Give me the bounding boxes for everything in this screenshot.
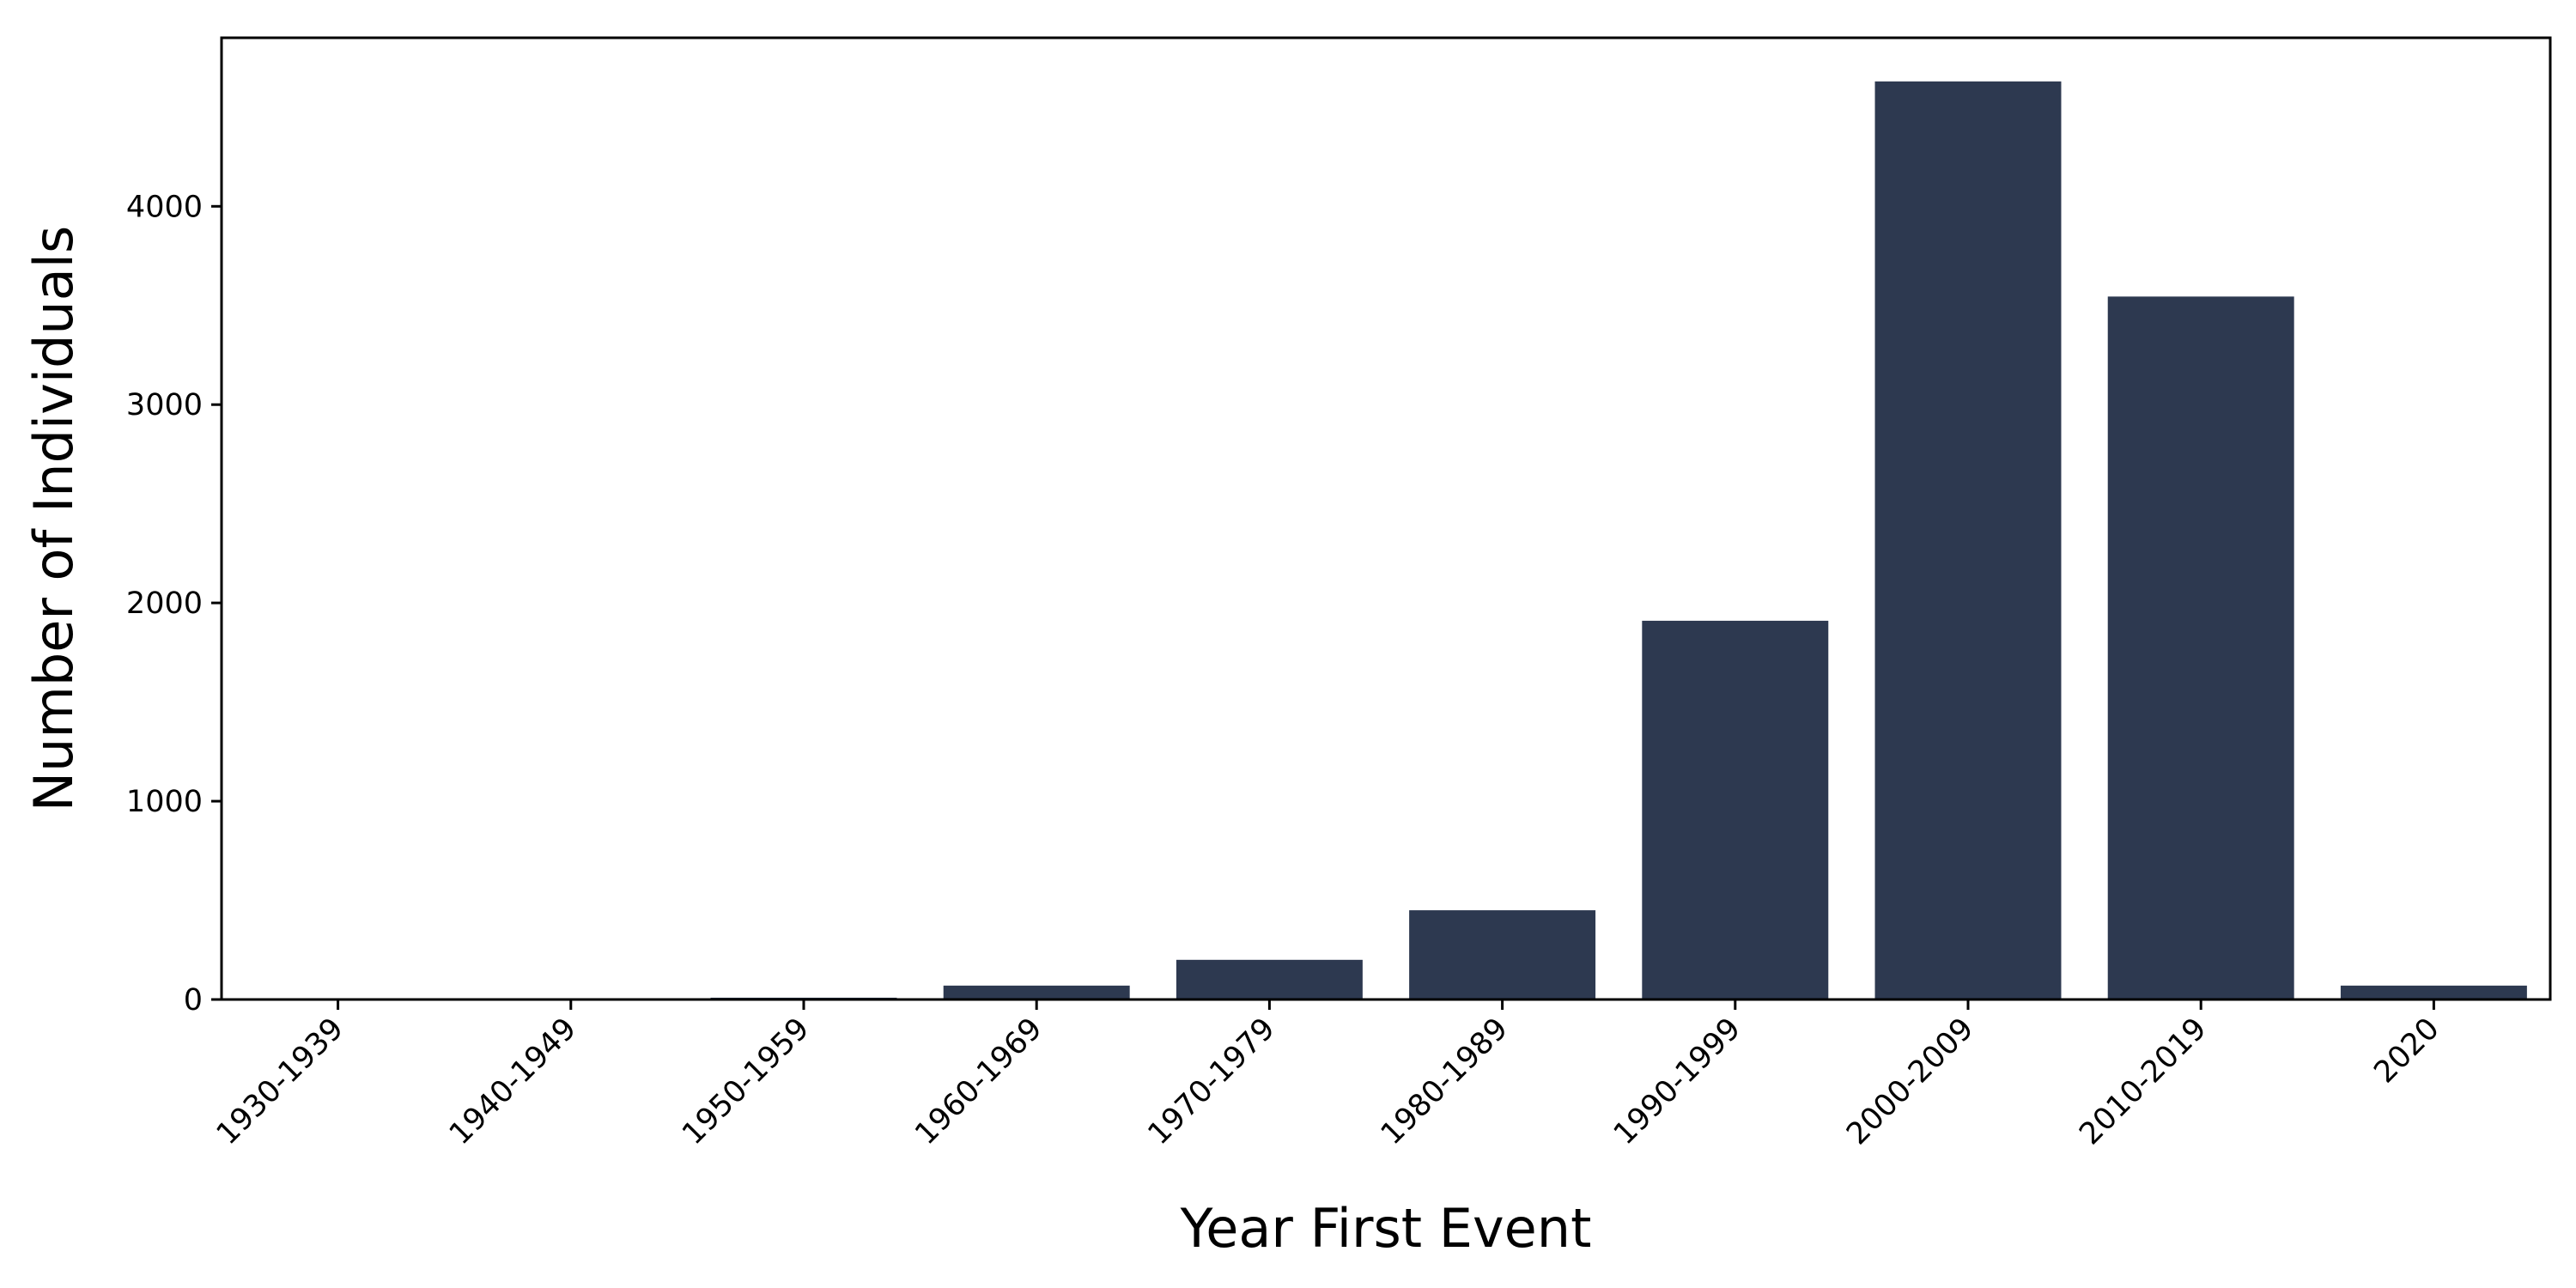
y-tick-label: 0 bbox=[184, 983, 203, 1018]
bar-2010-2019 bbox=[2107, 296, 2294, 999]
y-tick-label: 3000 bbox=[126, 388, 203, 422]
x-tick-label: 2020 bbox=[2367, 1012, 2445, 1090]
y-tick-label: 1000 bbox=[126, 785, 203, 819]
bars-group bbox=[245, 81, 2527, 1000]
x-tick-label: 2010-2019 bbox=[2073, 1012, 2213, 1151]
bar-1960-1969 bbox=[943, 985, 1130, 999]
x-tick-label: 1970-1979 bbox=[1142, 1012, 1282, 1151]
y-axis: 0 1000 2000 3000 4000 bbox=[126, 190, 222, 1018]
bar-2020 bbox=[2340, 985, 2527, 999]
bar-1970-1979 bbox=[1176, 959, 1363, 999]
x-tick-label: 1980-1989 bbox=[1375, 1012, 1515, 1151]
x-tick-label: 1940-1949 bbox=[443, 1012, 583, 1151]
x-tick-label: 1950-1959 bbox=[676, 1012, 816, 1151]
y-tick-label: 4000 bbox=[126, 190, 203, 224]
x-axis: 1930-1939 1940-1949 1950-1959 1960-1969 1970… bbox=[210, 999, 2446, 1151]
bar-1980-1989 bbox=[1409, 910, 1596, 999]
bar-2000-2009 bbox=[1874, 81, 2062, 1000]
x-tick-label: 1930-1939 bbox=[210, 1012, 350, 1151]
x-axis-label: Year First Event bbox=[1180, 1197, 1592, 1260]
plot-frame bbox=[220, 36, 2552, 1001]
bar-1990-1999 bbox=[1642, 620, 1829, 999]
x-tick-label: 1990-1999 bbox=[1607, 1012, 1747, 1151]
x-tick-label: 2000-2009 bbox=[1840, 1012, 1980, 1151]
y-tick-label: 2000 bbox=[126, 586, 203, 621]
x-tick-label: 1960-1969 bbox=[908, 1012, 1048, 1151]
y-axis-label: Number of Individuals bbox=[22, 226, 85, 811]
